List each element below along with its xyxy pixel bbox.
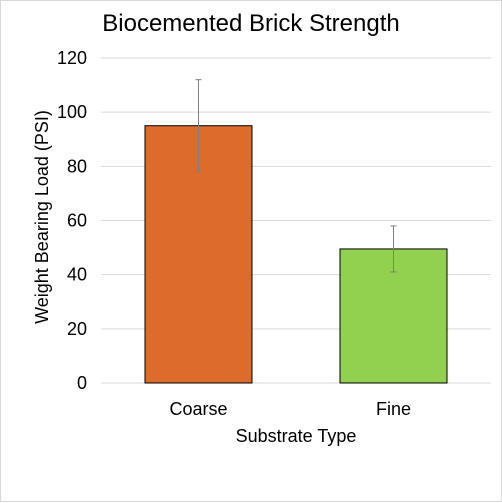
x-axis-ticks: Coarse Fine xyxy=(169,399,411,419)
y-tick-label-60: 60 xyxy=(67,211,87,231)
y-axis-ticks: 0 20 40 60 80 100 120 xyxy=(57,48,87,393)
x-tick-label-fine: Fine xyxy=(376,399,411,419)
y-tick-label-80: 80 xyxy=(67,156,87,176)
bars xyxy=(144,125,448,384)
y-tick-label-40: 40 xyxy=(67,265,87,285)
y-tick-label-20: 20 xyxy=(67,319,87,339)
y-tick-label-100: 100 xyxy=(57,102,87,122)
chart-title: Biocemented Brick Strength xyxy=(102,10,399,37)
y-tick-label-120: 120 xyxy=(57,48,87,68)
y-tick-label-0: 0 xyxy=(77,373,87,393)
error-bars xyxy=(195,79,397,273)
y-axis-label: Weight Bearing Load (PSI) xyxy=(32,110,52,324)
x-tick-label-coarse: Coarse xyxy=(169,399,227,419)
x-axis-label: Substrate Type xyxy=(236,426,357,446)
